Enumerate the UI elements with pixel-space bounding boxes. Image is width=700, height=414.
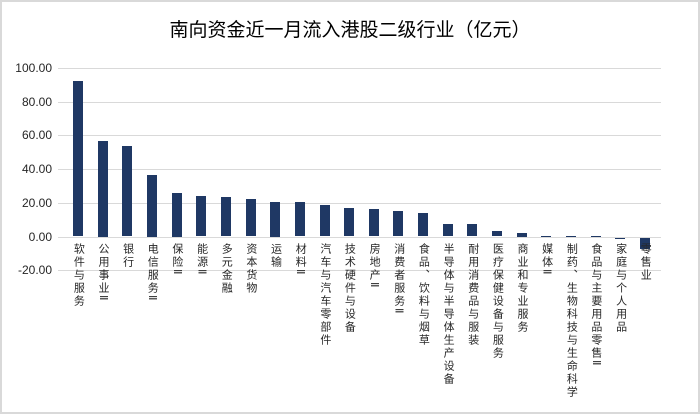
- y-axis-tick-label: 100.00: [15, 61, 52, 75]
- bar[interactable]: [590, 235, 601, 237]
- y-axis-tick-label: 40.00: [21, 162, 52, 177]
- x-axis-category-label: 技术硬件与设备: [343, 243, 356, 334]
- bar[interactable]: [442, 223, 453, 237]
- bar[interactable]: [245, 198, 256, 237]
- x-axis-category-label: 制药、生物科技与生命科学: [565, 243, 578, 399]
- gridline: [58, 202, 661, 204]
- y-axis-tick-label: 60.00: [21, 128, 52, 143]
- x-axis-category-label: 医疗保健设备与服务: [491, 243, 504, 360]
- x-axis-category-label: 多元金融: [220, 243, 233, 295]
- x-axis-category-label: 家庭与个人用品: [614, 243, 627, 334]
- x-axis-category-label: 运输: [269, 243, 282, 269]
- chart-title: 南向资金近一月流入港股二级行业（亿元）: [169, 20, 531, 41]
- gridline: [58, 270, 661, 272]
- gridline: [58, 68, 661, 69]
- x-axis-category-label: 媒体Ⅱ: [540, 243, 553, 277]
- y-axis-tick-label: -20.00: [17, 263, 52, 278]
- bar[interactable]: [220, 197, 231, 237]
- bar[interactable]: [418, 212, 429, 237]
- x-axis-category-label: 资本货物: [244, 243, 257, 295]
- gridline: [58, 169, 661, 171]
- x-axis-category-label: 消费者服务Ⅱ: [392, 243, 405, 316]
- x-axis-category-label: 电信服务Ⅱ: [146, 243, 159, 303]
- bar[interactable]: [492, 230, 502, 237]
- bar[interactable]: [393, 210, 404, 237]
- x-axis-category-label: 食品、饮料与烟草: [417, 243, 430, 347]
- x-axis-category-label: 软件与服务: [72, 243, 85, 308]
- bar[interactable]: [615, 237, 626, 239]
- bar[interactable]: [639, 237, 650, 250]
- bar[interactable]: [368, 209, 379, 237]
- bar[interactable]: [319, 204, 330, 237]
- x-axis-category-label: 能源Ⅱ: [195, 243, 208, 277]
- x-axis-category-label: 房地产Ⅱ: [368, 243, 381, 290]
- bar[interactable]: [344, 208, 355, 237]
- bar[interactable]: [171, 193, 182, 237]
- x-axis-category-label: 汽车与汽车零部件: [318, 243, 331, 347]
- x-axis-category-label: 银行: [121, 243, 134, 269]
- x-axis-category-label: 半导体与半导体生产设备: [442, 243, 455, 386]
- bar[interactable]: [467, 224, 478, 237]
- gridline: [58, 135, 661, 137]
- bar[interactable]: [73, 80, 83, 237]
- y-axis-tick-label: 0.00: [28, 229, 52, 244]
- x-axis-category-label: 公用事业Ⅱ: [97, 243, 110, 303]
- bar[interactable]: [97, 141, 108, 237]
- x-axis-category-label: 耐用消费品与服装: [466, 243, 479, 347]
- bar[interactable]: [270, 202, 281, 237]
- bar[interactable]: [541, 235, 552, 237]
- x-axis-category-label: 材料Ⅱ: [294, 243, 307, 277]
- bar[interactable]: [516, 232, 527, 237]
- gridline: [58, 101, 661, 103]
- bar[interactable]: [196, 196, 207, 237]
- bar[interactable]: [146, 174, 157, 237]
- x-axis-category-label: 保险Ⅱ: [170, 243, 183, 277]
- x-axis-category-label: 零售业: [639, 243, 652, 282]
- y-axis-tick-label: 80.00: [21, 94, 52, 109]
- x-axis-category-label: 食品与主要用品零售Ⅱ: [589, 243, 602, 368]
- x-axis-category-label: 商业和专业服务: [516, 243, 529, 334]
- y-axis-tick-label: 20.00: [21, 195, 52, 210]
- gridline: [58, 236, 661, 238]
- bar[interactable]: [122, 146, 133, 237]
- bar[interactable]: [566, 235, 576, 237]
- bar[interactable]: [294, 202, 305, 237]
